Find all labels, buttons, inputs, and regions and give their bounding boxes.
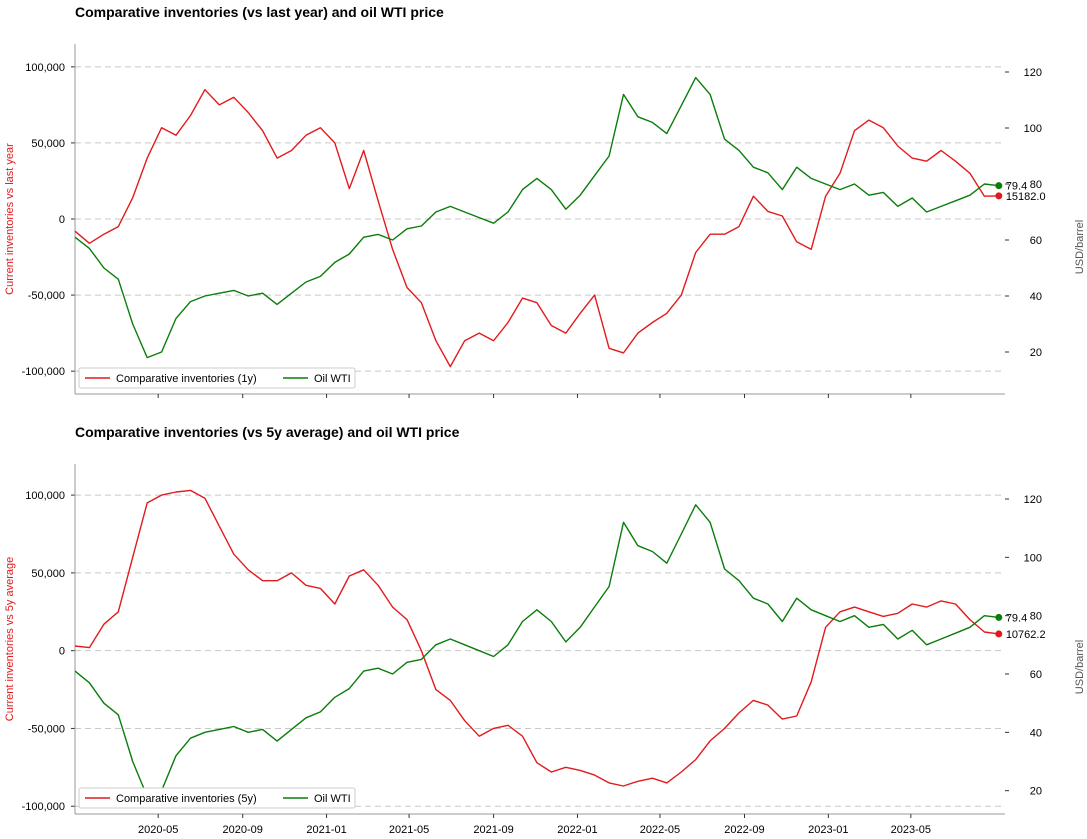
chart-panel-2: Comparative inventories (vs 5y average) … <box>4 424 1086 836</box>
legend-box <box>78 367 356 389</box>
series-end-point <box>995 192 1003 200</box>
series-line-inventories <box>74 88 999 368</box>
x-tick-label: 2020-05 <box>138 824 178 836</box>
x-tick-label: 2022-01 <box>557 824 597 836</box>
y-tick-label: 50,000 <box>31 568 65 580</box>
y2-tick-label: 40 <box>1030 727 1042 739</box>
chart-title: Comparative inventories (vs last year) a… <box>75 4 444 20</box>
x-tick-label: 2020-09 <box>223 824 263 836</box>
y2-tick-label: 40 <box>1030 291 1042 303</box>
x-tick-label: 2022-09 <box>724 824 764 836</box>
series-end-point <box>995 182 1003 190</box>
y2-tick-label: 100 <box>1024 552 1042 564</box>
y-tick-label: 0 <box>59 646 65 658</box>
y-tick-label: 50,000 <box>31 138 65 150</box>
y-tick-label: 0 <box>59 214 65 226</box>
series-end-point <box>995 613 1003 621</box>
y2-tick-label: 120 <box>1024 494 1042 506</box>
legend-label: Comparative inventories (1y) <box>116 373 257 385</box>
y2-axis-label: USD/barrel <box>1074 640 1086 694</box>
series-line-inventories <box>74 489 999 787</box>
end-value-label: 79.4 <box>1006 612 1027 624</box>
legend-box <box>78 787 356 809</box>
x-tick-label: 2023-05 <box>891 824 931 836</box>
series-end-point <box>995 630 1003 638</box>
legend-label: Oil WTI <box>314 373 351 385</box>
legend: Comparative inventories (5y) Oil WTI <box>78 787 356 809</box>
chart-panel-1: Comparative inventories (vs last year) a… <box>4 4 1086 398</box>
series-line-oil-wti <box>74 76 999 359</box>
y-tick-label: -50,000 <box>28 723 65 735</box>
y-tick-label: -50,000 <box>28 290 65 302</box>
legend-label: Comparative inventories (5y) <box>116 793 257 805</box>
y2-tick-label: 60 <box>1030 669 1042 681</box>
y-tick-label: -100,000 <box>22 801 65 813</box>
y2-tick-label: 20 <box>1030 347 1042 359</box>
series-line-oil-wti <box>74 504 999 798</box>
x-tick-label: 2021-05 <box>389 824 429 836</box>
y-axis-label: Current inventories vs 5y average <box>4 557 16 721</box>
x-tick-label: 2023-01 <box>808 824 848 836</box>
y-tick-label: 100,000 <box>25 490 65 502</box>
y2-axis-label: USD/barrel <box>1074 220 1086 274</box>
y-tick-label: 100,000 <box>25 62 65 74</box>
y2-tick-label: 20 <box>1030 786 1042 798</box>
y2-tick-label: 80 <box>1030 179 1042 191</box>
y2-tick-label: 60 <box>1030 235 1042 247</box>
y2-tick-label: 120 <box>1024 67 1042 79</box>
x-tick-label: 2021-09 <box>473 824 513 836</box>
legend: Comparative inventories (1y) Oil WTI <box>78 367 356 389</box>
x-tick-label: 2022-05 <box>640 824 680 836</box>
y2-tick-label: 100 <box>1024 123 1042 135</box>
end-value-label: 79.4 <box>1006 181 1027 193</box>
y2-tick-label: 80 <box>1030 611 1042 623</box>
x-tick-label: 2021-01 <box>306 824 346 836</box>
chart-title: Comparative inventories (vs 5y average) … <box>75 424 460 440</box>
y-tick-label: -100,000 <box>22 366 65 378</box>
end-value-label: 10762.2 <box>1006 629 1046 641</box>
end-value-label: 15182.0 <box>1006 191 1046 203</box>
legend-label: Oil WTI <box>314 793 351 805</box>
y-axis-label: Current inventories vs last year <box>4 143 16 295</box>
